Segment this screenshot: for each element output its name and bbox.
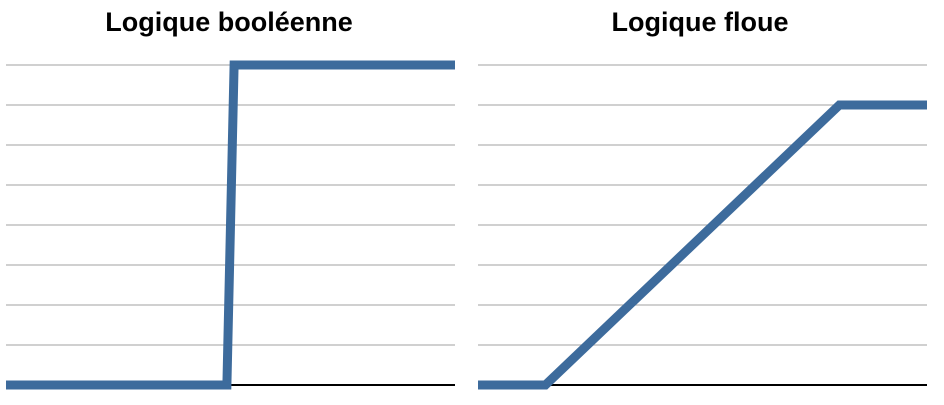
series-line: [6, 60, 455, 390]
chart-title: Logique booléenne: [105, 7, 353, 37]
chart-title: Logique floue: [612, 7, 789, 37]
series: [6, 60, 455, 390]
chart-fuzzy-logic: Logique floue: [478, 7, 927, 390]
gridlines: [478, 64, 927, 346]
chart-boolean-logic: Logique booléenne: [6, 7, 455, 390]
series-line: [478, 100, 927, 390]
series: [478, 100, 927, 390]
